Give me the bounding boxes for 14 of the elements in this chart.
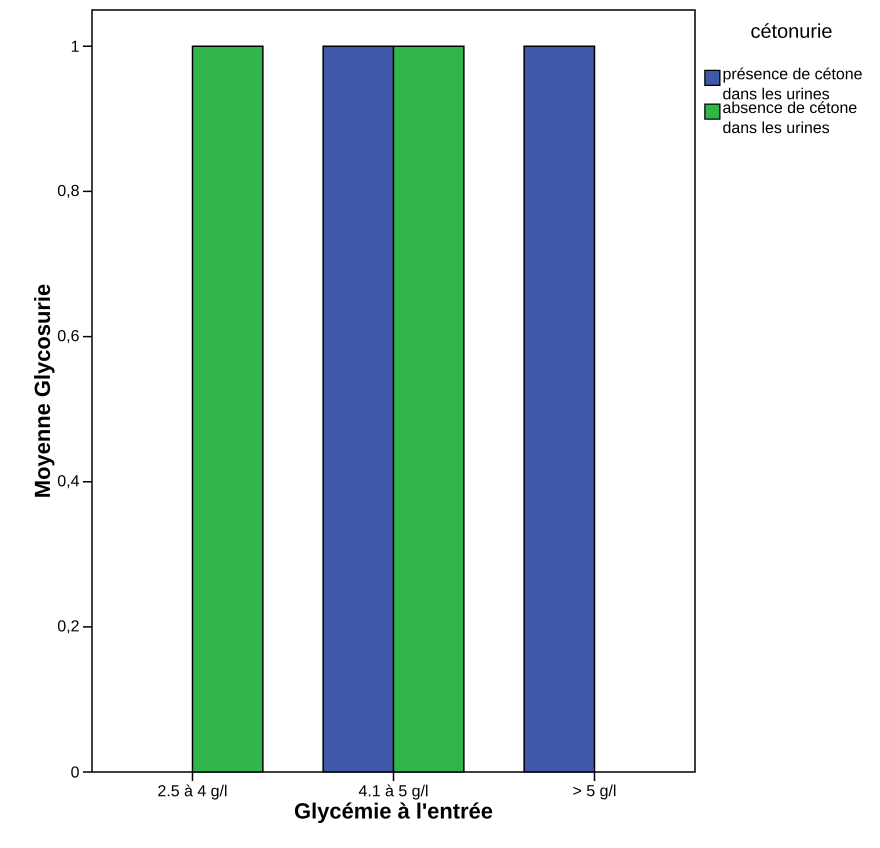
y-tick-label: 0,8 bbox=[58, 184, 79, 198]
x-axis-title: Glycémie à l'entrée bbox=[294, 802, 492, 824]
x-tick-label: 2.5 à 4 g/l bbox=[158, 784, 226, 800]
legend-title: cétonurie bbox=[751, 23, 832, 38]
legend-label: présence de cétone dans les urines bbox=[723, 68, 862, 100]
x-tick-label: 4.1 à 5 g/l bbox=[358, 784, 428, 800]
x-tick-label: > 5 g/l bbox=[573, 784, 616, 800]
y-tick-label: 0,6 bbox=[58, 330, 79, 344]
y-tick-label: 0,4 bbox=[58, 475, 80, 488]
y-tick-label: 0,2 bbox=[58, 620, 79, 634]
y-tick-label: 1 bbox=[72, 40, 79, 52]
y-axis-title: Moyenne Glycosurie bbox=[34, 284, 54, 497]
legend-label: absence de cétone dans les urines bbox=[723, 101, 856, 134]
y-tick-label: 0 bbox=[71, 766, 79, 778]
